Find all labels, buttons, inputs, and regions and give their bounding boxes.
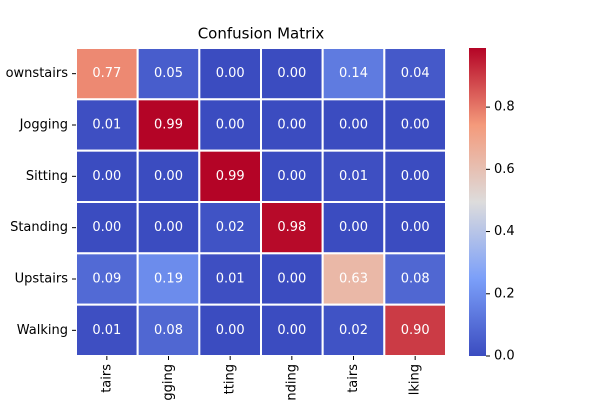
cell-label: 0.00 [277,272,306,287]
y-tick-label: Sitting [26,169,68,184]
colorbar-tick-label: 0.2 [494,286,515,301]
cell-label: 0.00 [339,118,368,133]
cell-label: 0.00 [339,220,368,235]
heatmap-cell [198,252,262,306]
cell-label: 0.00 [277,169,306,184]
heatmap-cell [260,98,324,152]
y-tick-label: Standing [10,220,68,235]
cell-label: 0.00 [277,323,306,338]
cell-label: 0.90 [401,323,430,338]
cell-label: 0.99 [216,169,245,184]
cell-label: 0.01 [92,323,121,338]
cell-label: 0.05 [154,66,183,81]
cell-label: 0.00 [216,118,245,133]
heatmap-cell [136,98,201,152]
heatmap-cell [383,47,448,101]
x-tick-label: tairs [99,364,114,393]
y-tick-label: Walking [17,323,68,338]
cell-label: 0.02 [216,220,245,235]
cell-label: 0.01 [216,272,245,287]
cell-label: 0.08 [401,272,430,287]
cell-label: 0.14 [339,66,368,81]
cell-label: 0.00 [92,220,121,235]
cell-label: 0.02 [339,323,368,338]
heatmap-cell [383,98,448,152]
cell-label: 0.09 [92,272,121,287]
heatmap-cell [75,201,139,255]
heatmap-cell [321,252,386,306]
heatmap-cell [321,201,386,255]
cell-label: 0.00 [92,169,121,184]
cell-label: 0.01 [339,169,368,184]
x-tick-label: lking [408,364,423,395]
cell-label: 0.00 [401,169,430,184]
heatmap-cell [75,303,139,357]
y-tick-label: Jogging [19,118,68,133]
colorbar-tick-label: 0.8 [494,100,515,115]
heatmap-cell [383,149,448,204]
heatmap-cell [198,201,262,255]
heatmap-cell [321,149,386,204]
heatmap-cell [136,149,201,204]
y-tick-label: ownstairs [6,66,69,81]
cell-label: 0.98 [277,220,306,235]
heatmap-cell [383,201,448,255]
cell-label: 0.77 [92,66,121,81]
cell-label: 0.08 [154,323,183,338]
cell-label: 0.01 [92,118,121,133]
cell-label: 0.00 [277,66,306,81]
cell-label: 0.19 [154,272,183,287]
chart-title: Confusion Matrix [198,25,325,43]
heatmap-cell [260,149,324,204]
colorbar-tick-label: 0.4 [494,224,515,239]
x-tick-label: nding [284,364,299,400]
cell-label: 0.00 [216,66,245,81]
cell-label: 0.00 [154,220,183,235]
x-tick-label: tting [223,364,238,394]
cell-label: 0.00 [277,118,306,133]
cell-label: 0.00 [401,220,430,235]
cell-label: 0.00 [401,118,430,133]
cell-label: 0.00 [154,169,183,184]
cell-label: 0.99 [154,118,183,133]
heatmap-cell [260,201,324,255]
cell-label: 0.63 [339,272,368,287]
heatmap-cell [383,303,448,357]
colorbar-tick-label: 0.6 [494,162,515,177]
cell-label: 0.04 [401,66,430,81]
heatmap-cell [136,201,201,255]
cell-label: 0.00 [216,323,245,338]
colorbar [469,48,486,356]
x-tick-label: tairs [346,364,361,393]
y-tick-label: Upstairs [15,272,69,287]
x-tick-label: gging [161,364,176,400]
heatmap-cell [383,252,448,306]
colorbar-tick-label: 0.0 [494,349,515,364]
